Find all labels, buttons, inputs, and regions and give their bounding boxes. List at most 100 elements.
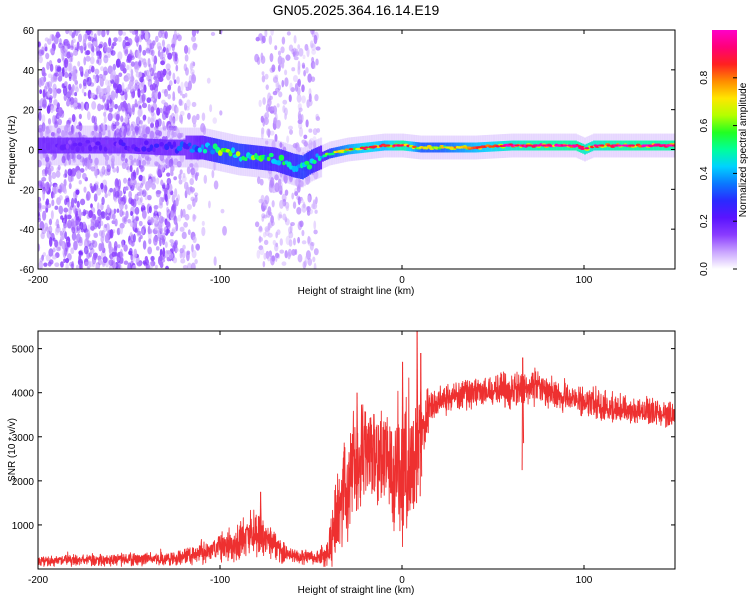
spectrogram-noise-speck	[261, 75, 266, 83]
spectrogram-ridge-core	[606, 144, 611, 147]
spectrogram-noise-speck	[138, 220, 143, 227]
spectrogram-ridge-blob	[149, 144, 154, 151]
spectrogram-noise-speck	[42, 190, 45, 201]
spectrogram-ridge-band	[270, 147, 273, 172]
spectrogram-noise-speck	[178, 173, 182, 180]
spectrogram-noise-speck	[64, 195, 70, 200]
spectrogram-noise-speck	[76, 225, 81, 231]
spectrogram-noise-speck	[161, 39, 166, 47]
spectrogram-noise-speck	[42, 89, 46, 99]
spectrogram-noise-speck	[116, 165, 119, 174]
spectrogram-noise-speck	[38, 111, 42, 122]
spectrogram-noise-speck	[189, 163, 194, 168]
spectrogram-noise-speck	[134, 228, 138, 233]
spectrogram-noise-speck	[79, 221, 84, 230]
spectrogram-noise-speck	[45, 52, 50, 60]
spectrogram-noise-speck	[66, 241, 71, 248]
spectrogram-ridge-band	[50, 137, 53, 154]
spectrogram-noise-speck	[131, 159, 135, 166]
spectrogram-noise-speck	[155, 246, 160, 251]
spectrogram-noise-speck	[70, 263, 74, 269]
spectrogram-noise-speck	[159, 153, 165, 162]
spectrogram-noise-speck	[191, 249, 197, 259]
spectrogram-noise-speck	[105, 216, 110, 221]
spectrogram-noise-speck	[66, 99, 70, 106]
spectrogram-noise-speck	[73, 240, 78, 251]
spectrogram-noise-speck	[270, 255, 275, 266]
spectrogram-noise-speck	[75, 189, 80, 196]
spectrogram-noise-speck	[41, 114, 46, 124]
spectrogram-noise-speck	[109, 187, 114, 193]
spectrogram-noise-speck	[263, 117, 269, 126]
spectrogram-noise-speck	[103, 184, 108, 194]
spectrogram-noise-speck	[83, 228, 89, 233]
spectrogram-noise-speck	[68, 30, 73, 36]
spectrogram-x-tick-label: 100	[576, 275, 593, 286]
spectrogram-noise-speck	[211, 169, 215, 179]
spectrogram-noise-speck	[63, 207, 69, 213]
spectrogram-noise-speck	[136, 197, 142, 206]
spectrogram-noise-speck	[254, 53, 260, 63]
spectrogram-noise-speck	[208, 200, 211, 209]
spectrogram-noise-speck	[38, 41, 41, 47]
spectrogram-noise-speck	[279, 142, 283, 148]
spectrogram-noise-speck	[117, 105, 122, 112]
spectrogram-noise-speck	[301, 240, 307, 245]
spectrogram-noise-speck	[165, 221, 171, 228]
spectrogram-noise-speck	[168, 80, 173, 87]
spectrogram-noise-speck	[78, 83, 82, 89]
spectrogram-noise-speck	[113, 82, 118, 89]
spectrogram-noise-speck	[145, 47, 151, 52]
spectrogram-noise-speck	[135, 216, 139, 222]
spectrogram-noise-speck	[73, 191, 77, 199]
spectrogram-noise-speck	[158, 76, 164, 83]
spectrogram-noise-speck	[183, 44, 189, 54]
spectrogram-noise-speck	[61, 131, 67, 137]
spectrogram-noise-speck	[297, 196, 301, 206]
spectrogram-ridge-core	[348, 148, 354, 151]
spectrogram-ridge-band	[314, 147, 317, 172]
snr-y-ticks: 1000 2000 3000 4000 5000	[12, 345, 675, 532]
spectrogram-noise-speck	[154, 83, 159, 94]
spectrogram-noise-speck	[45, 156, 50, 163]
spectrogram-noise-speck	[279, 238, 283, 246]
spectrogram-noise-speck	[146, 160, 151, 165]
spectrogram-noise-speck	[70, 39, 74, 49]
spectrogram-noise-speck	[271, 200, 275, 208]
spectrogram-noise-speck	[64, 247, 68, 257]
spectrogram-noise-speck	[91, 101, 97, 110]
spectrogram-noise-speck	[310, 76, 316, 82]
spectrogram-ridge-band	[240, 143, 243, 168]
spectrogram-noise-speck	[93, 193, 98, 202]
spectrogram-noise-speck	[195, 243, 200, 251]
snr-peak	[416, 331, 419, 486]
spectrogram-noise-speck	[90, 51, 95, 57]
spectrogram-noise-speck	[56, 66, 62, 73]
spectrogram-noise-speck	[316, 128, 321, 133]
spectrogram-noise-speck	[56, 197, 62, 206]
colorbar-tick-label: 0.8	[699, 70, 710, 84]
spectrogram-noise-speck	[39, 89, 43, 95]
spectrogram-noise-speck	[305, 119, 309, 128]
spectrogram-noise-speck	[64, 214, 68, 224]
spectrogram-noise-speck	[114, 103, 118, 110]
spectrogram-noise-speck	[123, 177, 128, 184]
spectrogram-ridge-band	[227, 141, 230, 166]
spectrogram-noise-speck	[72, 220, 77, 228]
spectrogram-noise-speck	[187, 47, 191, 55]
spectrogram-noise-speck	[107, 53, 111, 59]
spectrogram-noise-speck	[120, 248, 123, 259]
spectrogram-noise-speck	[137, 100, 141, 110]
snr-panel: -200 -100 0 100 1000 2000 3000 4000 5000 Height…	[7, 330, 676, 596]
spectrogram-noise-speck	[58, 71, 63, 80]
spectrogram-noise-speck	[313, 140, 317, 150]
spectrogram-noise-speck	[38, 211, 41, 217]
spectrogram-noise-speck	[274, 133, 278, 142]
spectrogram-ridge-blob	[172, 141, 177, 148]
spectrogram-noise-speck	[102, 124, 106, 133]
spectrogram-noise-speck	[261, 35, 266, 44]
spectrogram-noise-speck	[167, 52, 173, 60]
spectrogram-noise-speck	[167, 104, 171, 114]
spectrogram-noise-speck	[118, 72, 123, 78]
spectrogram-noise-speck	[190, 262, 196, 269]
